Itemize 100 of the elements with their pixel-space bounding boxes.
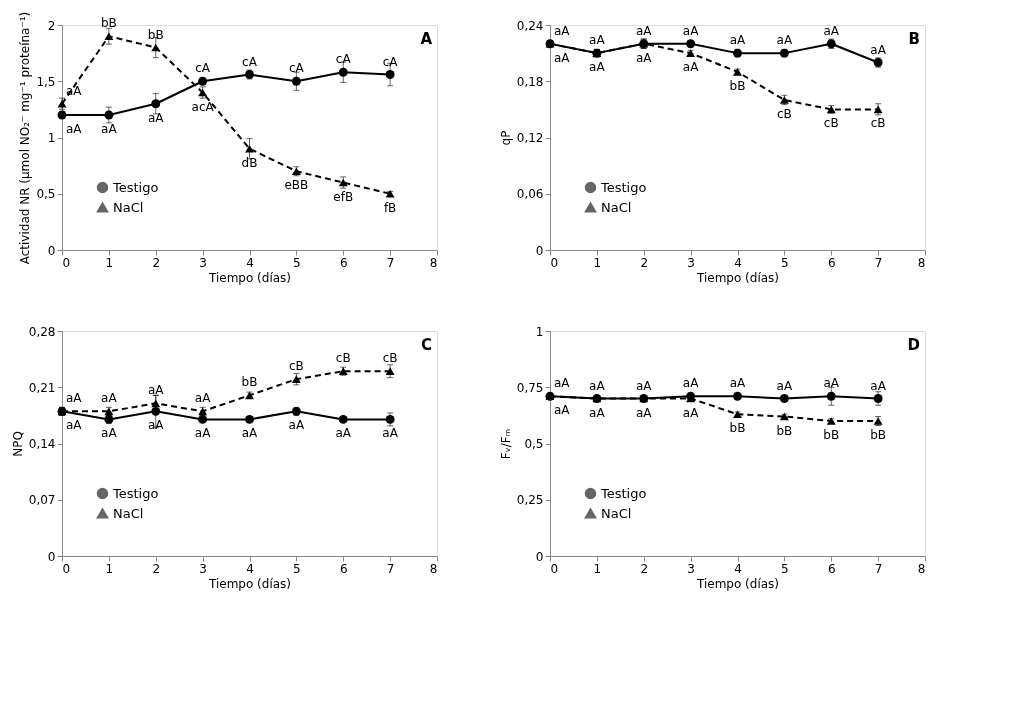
data-label: aA xyxy=(382,426,399,441)
x-tick-label: 3 xyxy=(687,255,695,270)
chart-title: B xyxy=(908,30,920,48)
data-label: aA xyxy=(147,110,165,125)
x-tick-label: 0 xyxy=(550,561,559,576)
x-tick-label: 5 xyxy=(293,255,301,270)
data-label: bB xyxy=(241,375,258,390)
data-label: aA xyxy=(66,391,83,406)
x-tick-label: 8 xyxy=(917,561,926,576)
data-label: eBB xyxy=(284,178,309,193)
x-axis-title: Tiempo (días) xyxy=(695,270,780,285)
x-tick-label: 8 xyxy=(429,561,438,576)
data-label: aA xyxy=(589,60,606,75)
y-axis-title: Actividad NR (µmol NO₂⁻ mg⁻¹ proteína⁻¹) xyxy=(18,11,33,265)
legend-label: NaCl xyxy=(601,505,632,521)
data-label: cA xyxy=(335,52,352,67)
y-tick-label: 0,12 xyxy=(516,131,544,145)
x-tick-label: 7 xyxy=(874,561,883,576)
x-tick-label: 6 xyxy=(827,561,836,576)
data-label: cA xyxy=(242,54,258,69)
data-label: aA xyxy=(554,403,571,418)
y-tick-label: 0,21 xyxy=(28,380,56,395)
y-tick-label: 0,5 xyxy=(36,187,56,202)
data-label: aA xyxy=(241,426,259,441)
legend-label: Testigo xyxy=(112,485,159,501)
data-label: aA xyxy=(101,391,118,406)
data-label: cB xyxy=(870,116,886,131)
x-tick-label: 3 xyxy=(199,255,207,270)
data-label: aA xyxy=(635,23,653,38)
y-tick-label: 0,5 xyxy=(524,437,544,451)
y-tick-label: 0,28 xyxy=(28,324,56,339)
data-label: aA xyxy=(682,23,700,38)
data-label: aA xyxy=(682,60,700,75)
legend-label: Testigo xyxy=(600,485,647,501)
data-label: cA xyxy=(288,61,305,76)
data-label: cB xyxy=(335,351,351,366)
legend-label: Testigo xyxy=(600,179,647,195)
data-label: bB xyxy=(729,421,746,436)
x-tick-label: 2 xyxy=(640,561,649,576)
data-label: acA xyxy=(191,99,215,114)
x-tick-label: 1 xyxy=(593,255,602,270)
x-tick-label: 5 xyxy=(781,561,789,576)
data-label: aA xyxy=(635,378,653,393)
y-tick-label: 1 xyxy=(47,131,56,145)
data-label: aA xyxy=(147,418,165,433)
data-label: bB xyxy=(776,423,793,438)
y-tick-label: 0,06 xyxy=(516,187,544,202)
data-label: aA xyxy=(66,83,83,98)
data-label: aA xyxy=(823,23,840,38)
data-label: aA xyxy=(66,122,83,136)
data-label: cB xyxy=(382,351,398,366)
data-label: efB xyxy=(333,189,354,204)
y-tick-label: 0 xyxy=(535,549,544,564)
x-tick-label: 1 xyxy=(593,561,602,576)
y-tick-label: 0 xyxy=(47,243,56,258)
chart-title: A xyxy=(420,30,433,48)
chart-title: D xyxy=(907,336,920,354)
data-label: aA xyxy=(823,376,840,391)
x-tick-label: 1 xyxy=(105,561,114,576)
x-tick-label: 4 xyxy=(246,255,254,270)
data-label: aA xyxy=(635,50,653,65)
data-label: aA xyxy=(682,405,700,420)
x-tick-label: 7 xyxy=(386,255,395,270)
data-label: aA xyxy=(554,23,571,38)
x-tick-label: 5 xyxy=(781,255,789,270)
data-label: aA xyxy=(554,50,571,65)
data-label: aA xyxy=(729,376,747,391)
y-tick-label: 0,75 xyxy=(516,380,544,395)
x-axis-title: Tiempo (días) xyxy=(695,576,780,591)
x-tick-label: 4 xyxy=(734,561,742,576)
x-tick-label: 0 xyxy=(62,561,71,576)
y-tick-label: 1,5 xyxy=(36,74,56,89)
legend-label: NaCl xyxy=(113,199,144,215)
data-label: bB xyxy=(823,428,840,442)
data-label: aA xyxy=(147,383,165,398)
x-tick-label: 5 xyxy=(293,561,301,576)
y-tick-label: 0,24 xyxy=(516,18,544,33)
x-tick-label: 6 xyxy=(339,561,348,576)
x-tick-label: 6 xyxy=(827,255,836,270)
data-label: aA xyxy=(589,405,606,420)
data-label: aA xyxy=(635,405,653,420)
x-tick-label: 8 xyxy=(429,255,438,270)
data-label: aA xyxy=(66,418,83,433)
data-label: aA xyxy=(101,122,118,136)
y-tick-label: 0 xyxy=(47,549,56,564)
data-label: cA xyxy=(195,61,211,76)
data-label: bB xyxy=(147,27,164,42)
y-tick-label: 0,14 xyxy=(28,437,56,451)
data-label: aA xyxy=(194,391,212,406)
x-tick-label: 2 xyxy=(640,255,649,270)
data-label: aA xyxy=(870,42,887,57)
data-label: bB xyxy=(729,78,746,93)
y-tick-label: 0,25 xyxy=(516,493,544,508)
x-axis-title: Tiempo (días) xyxy=(207,270,292,285)
x-axis-title: Tiempo (días) xyxy=(207,576,292,591)
data-label: cB xyxy=(288,359,304,374)
y-axis-title: Fᵥ/Fₘ xyxy=(498,428,513,460)
x-tick-label: 4 xyxy=(246,561,254,576)
y-tick-label: 0,07 xyxy=(28,493,56,508)
y-tick-label: 0,18 xyxy=(516,74,544,89)
